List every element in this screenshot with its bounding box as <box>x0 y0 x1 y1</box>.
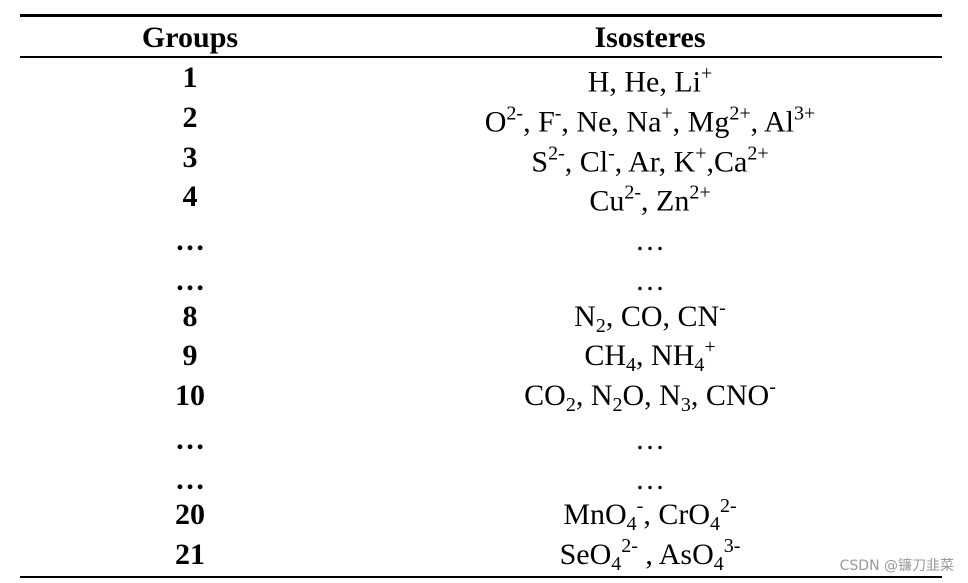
isostere-cell: CO2, N2O, N3, CNO- <box>524 370 776 422</box>
text-run: CO <box>524 379 566 412</box>
text-run: , Mg <box>672 105 730 139</box>
text-run: O, N <box>622 379 681 412</box>
superscript: + <box>704 336 716 359</box>
superscript: - <box>554 102 562 125</box>
superscript: - <box>769 376 776 398</box>
superscript: - <box>719 296 726 319</box>
subscript: 4 <box>626 513 637 536</box>
superscript: + <box>695 142 707 164</box>
superscript: 2- <box>548 142 565 164</box>
group-cell: 1 <box>182 61 198 94</box>
superscript: 3+ <box>794 102 816 125</box>
subscript: 4 <box>710 513 721 536</box>
subscript: 4 <box>611 553 622 575</box>
isostere-cell: … <box>635 224 665 258</box>
isostere-cell: MnO4-, CrO42- <box>563 489 736 541</box>
subscript: 2 <box>595 314 606 337</box>
superscript: - <box>636 495 644 518</box>
group-cell: 2 <box>182 100 198 134</box>
text-run: , N <box>575 379 613 412</box>
group-cell: 9 <box>182 339 198 373</box>
isostere-cell: SeO42- , AsO43- <box>560 529 741 581</box>
superscript: + <box>661 102 673 125</box>
group-cell: … <box>175 462 205 496</box>
text-run: ,Ca <box>706 145 748 178</box>
superscript: 3- <box>723 535 741 557</box>
header-cell: Groups <box>141 21 239 54</box>
superscript: 2- <box>624 181 642 204</box>
top-rule <box>20 14 942 17</box>
group-cell: 20 <box>175 498 205 532</box>
isostere-cell: Cu2-, Zn2+ <box>589 176 710 219</box>
isostere-cell: CH4, NH4+ <box>584 330 715 382</box>
isostere-cell: H, He, Li+ <box>588 57 713 100</box>
text-run: H, He, Li <box>587 65 702 99</box>
text-run: , AsO <box>637 538 714 571</box>
subscript: 4 <box>713 553 724 575</box>
group-cell: 10 <box>175 379 205 412</box>
text-run: MnO <box>563 498 627 532</box>
group-cell: … <box>175 422 205 456</box>
group-cell: 8 <box>182 299 198 333</box>
isostere-cell: O2-, F-, Ne, Na+, Mg2+, Al3+ <box>485 96 816 139</box>
subscript: 4 <box>626 354 637 377</box>
text-run: , Ar, K <box>614 145 696 178</box>
text-run: … <box>635 422 665 456</box>
text-run: , CrO <box>643 498 711 532</box>
superscript: 2- <box>621 535 638 557</box>
text-run: SeO <box>559 538 612 571</box>
text-run: , NH <box>636 339 695 373</box>
header-cell: Isosteres <box>594 21 706 54</box>
text-run: … <box>635 224 665 257</box>
text-run: , Cl <box>564 145 609 178</box>
isostere-cell: … <box>635 423 665 457</box>
isostere-cell: … <box>635 264 665 298</box>
text-run: , Ne, Na <box>561 105 662 139</box>
header-rule <box>20 56 942 58</box>
text-run: , F <box>523 105 555 139</box>
superscript: 2+ <box>729 102 751 125</box>
text-run: , CNO <box>690 379 770 412</box>
isostere-cell: … <box>635 463 665 497</box>
subscript: 4 <box>694 354 705 377</box>
subscript: 2 <box>565 394 576 416</box>
superscript: - <box>608 142 615 164</box>
text-run: , Zn <box>641 184 690 218</box>
group-cell: 4 <box>182 180 198 214</box>
isostere-cell: S2-, Cl-, Ar, K+,Ca2+ <box>531 136 768 179</box>
text-run: N <box>574 299 596 333</box>
group-cell: 3 <box>182 140 198 174</box>
superscript: + <box>701 62 713 85</box>
text-run: … <box>635 263 665 297</box>
superscript: 2+ <box>689 181 711 204</box>
text-run: … <box>635 462 665 496</box>
bottom-rule <box>20 576 942 578</box>
group-cell: … <box>175 263 205 297</box>
superscript: 2- <box>506 102 524 125</box>
subscript: 3 <box>680 394 691 416</box>
superscript: 2- <box>720 495 737 518</box>
subscript: 2 <box>612 394 623 416</box>
text-run: O <box>484 105 507 139</box>
watermark: CSDN @镰刀韭菜 <box>839 558 954 574</box>
text-run: , CO, CN <box>605 299 720 333</box>
text-run: CH <box>584 339 627 373</box>
isostere-cell: N2, CO, CN- <box>574 291 726 343</box>
group-cell: … <box>175 224 205 257</box>
superscript: 2+ <box>747 142 769 164</box>
group-cell: 21 <box>175 538 205 571</box>
text-run: S <box>531 145 549 178</box>
text-run: , Al <box>750 105 794 139</box>
text-run: Cu <box>589 184 625 218</box>
